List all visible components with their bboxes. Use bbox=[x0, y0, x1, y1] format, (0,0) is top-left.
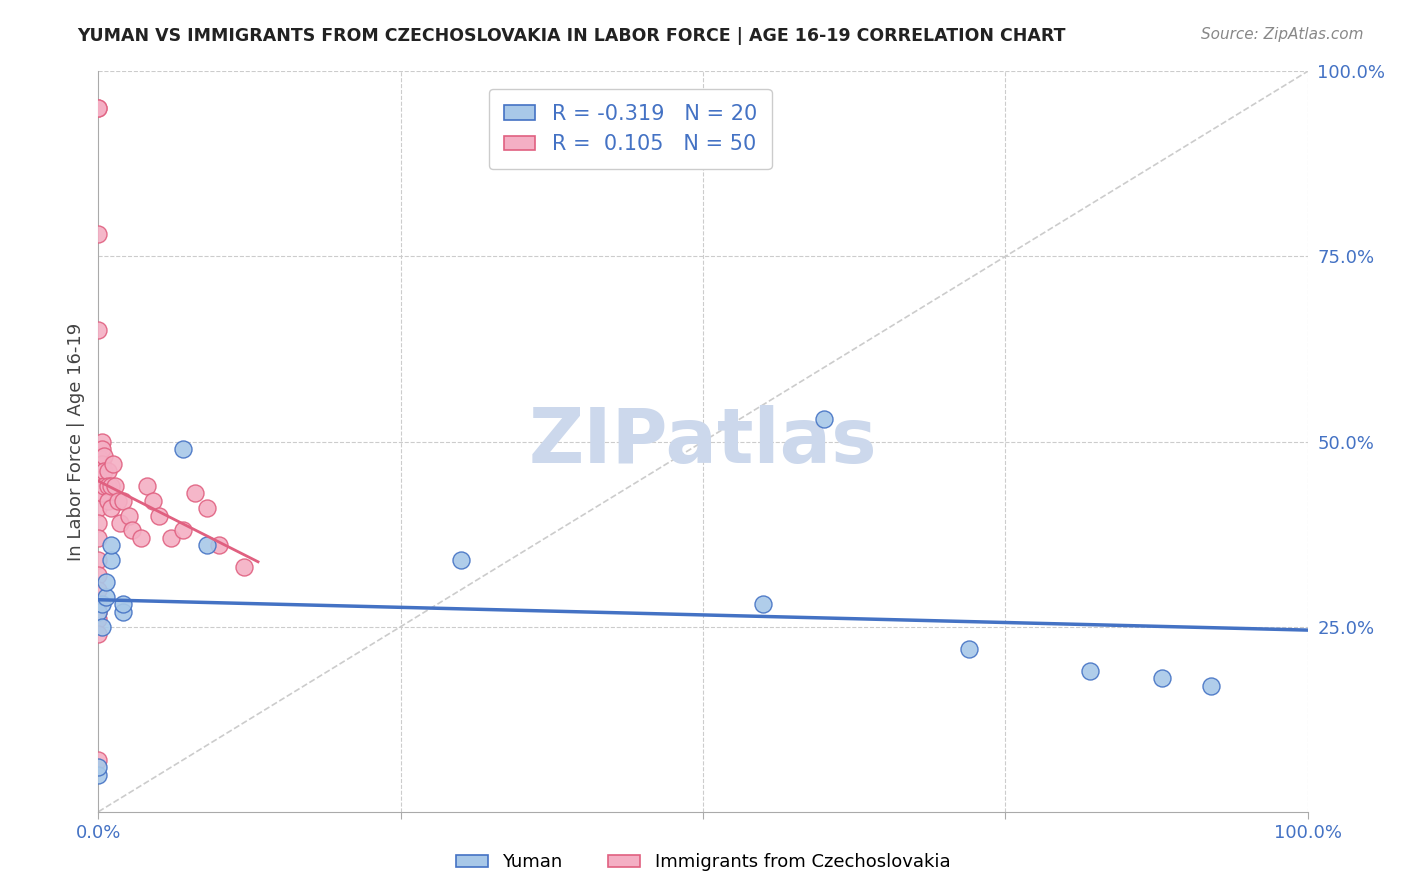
Point bbox=[208, 538, 231, 552]
Point bbox=[87, 457, 110, 471]
Point bbox=[87, 605, 110, 619]
Point bbox=[87, 486, 110, 500]
Point bbox=[100, 538, 122, 552]
Point bbox=[94, 575, 117, 590]
Point bbox=[135, 479, 157, 493]
Point bbox=[87, 516, 110, 530]
Point bbox=[91, 598, 114, 612]
Point bbox=[87, 598, 110, 612]
Point bbox=[91, 457, 114, 471]
Point bbox=[142, 493, 165, 508]
Point bbox=[121, 524, 143, 538]
Y-axis label: In Labor Force | Age 16-19: In Labor Force | Age 16-19 bbox=[66, 322, 84, 561]
Point bbox=[87, 767, 110, 781]
Point bbox=[87, 102, 110, 116]
Legend: R = -0.319   N = 20, R =  0.105   N = 50: R = -0.319 N = 20, R = 0.105 N = 50 bbox=[489, 89, 772, 169]
Point bbox=[100, 501, 122, 516]
Point bbox=[100, 479, 122, 493]
Point bbox=[101, 457, 124, 471]
Point bbox=[129, 531, 152, 545]
Point bbox=[108, 516, 131, 530]
Point bbox=[450, 553, 472, 567]
Point bbox=[232, 560, 254, 574]
Point bbox=[160, 531, 183, 545]
Point bbox=[111, 598, 134, 612]
Point bbox=[957, 641, 980, 656]
Point bbox=[87, 605, 110, 619]
Point bbox=[87, 324, 110, 338]
Point bbox=[87, 760, 110, 774]
Text: YUMAN VS IMMIGRANTS FROM CZECHOSLOVAKIA IN LABOR FORCE | AGE 16-19 CORRELATION C: YUMAN VS IMMIGRANTS FROM CZECHOSLOVAKIA … bbox=[77, 27, 1066, 45]
Point bbox=[87, 102, 110, 116]
Point bbox=[100, 553, 122, 567]
Text: Source: ZipAtlas.com: Source: ZipAtlas.com bbox=[1201, 27, 1364, 42]
Point bbox=[111, 605, 134, 619]
Point bbox=[813, 412, 835, 426]
Point bbox=[97, 493, 120, 508]
Point bbox=[87, 553, 110, 567]
Point bbox=[87, 464, 110, 478]
Point bbox=[91, 471, 114, 485]
Point bbox=[87, 627, 110, 641]
Point bbox=[87, 753, 110, 767]
Point bbox=[87, 612, 110, 626]
Point bbox=[93, 479, 115, 493]
Point bbox=[87, 501, 110, 516]
Point bbox=[93, 464, 115, 478]
Point bbox=[111, 493, 134, 508]
Point bbox=[104, 479, 127, 493]
Point bbox=[1199, 679, 1222, 693]
Point bbox=[91, 442, 114, 456]
Point bbox=[91, 619, 114, 633]
Point bbox=[97, 464, 120, 478]
Point bbox=[1152, 672, 1174, 686]
Point bbox=[87, 567, 110, 582]
Point bbox=[87, 582, 110, 597]
Point bbox=[118, 508, 141, 523]
Point bbox=[87, 227, 110, 242]
Point bbox=[91, 486, 114, 500]
Text: ZIPatlas: ZIPatlas bbox=[529, 405, 877, 478]
Point bbox=[93, 450, 115, 464]
Point bbox=[107, 493, 129, 508]
Point bbox=[87, 531, 110, 545]
Point bbox=[195, 538, 218, 552]
Point bbox=[184, 486, 207, 500]
Point bbox=[97, 479, 120, 493]
Point bbox=[172, 524, 194, 538]
Point bbox=[91, 434, 114, 449]
Point bbox=[87, 450, 110, 464]
Point bbox=[172, 442, 194, 456]
Point bbox=[148, 508, 170, 523]
Legend: Yuman, Immigrants from Czechoslovakia: Yuman, Immigrants from Czechoslovakia bbox=[449, 847, 957, 879]
Point bbox=[1078, 664, 1101, 678]
Point bbox=[87, 471, 110, 485]
Point bbox=[195, 501, 218, 516]
Point bbox=[94, 590, 117, 604]
Point bbox=[752, 598, 775, 612]
